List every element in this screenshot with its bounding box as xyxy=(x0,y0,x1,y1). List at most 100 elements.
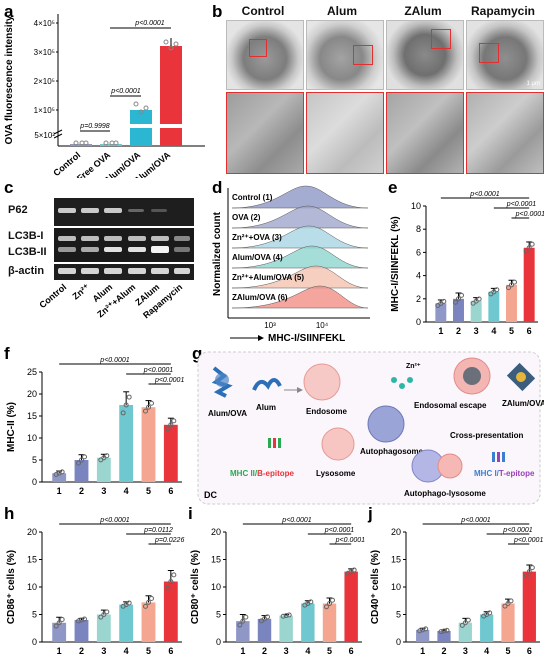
data-point xyxy=(505,601,511,606)
em-zoom-alum xyxy=(306,92,384,174)
panel-label-d: d xyxy=(212,178,223,197)
panel-b-title: ZAlum xyxy=(404,4,442,18)
data-point xyxy=(526,569,532,575)
histogram-row-label: ZAlum/OVA (6) xyxy=(232,293,288,302)
em-image-zalum xyxy=(386,20,464,90)
data-point xyxy=(286,612,292,618)
schematic-label: Lysosome xyxy=(316,469,356,478)
em-zoom-zalum xyxy=(386,92,464,174)
y-tick-label: 15 xyxy=(211,555,221,565)
data-point xyxy=(146,599,151,605)
y-tick-label: 10 xyxy=(211,582,221,592)
dc-label: DC xyxy=(204,490,217,500)
data-point xyxy=(420,627,426,633)
schematic-label: Endosome xyxy=(306,407,347,416)
p-value-label: p<0.0001 xyxy=(469,191,499,198)
schematic-label: Autophagosome xyxy=(360,447,424,456)
data-point xyxy=(438,629,444,635)
blot-strip-lc3b xyxy=(54,228,194,262)
x-tick-label: 4 xyxy=(491,326,496,336)
p-value-label: p<0.0001 xyxy=(506,201,536,208)
bar xyxy=(480,614,494,642)
data-point xyxy=(165,585,171,591)
y-tick-label: 0 xyxy=(216,637,221,647)
data-point xyxy=(506,285,511,291)
p-value-label: p<0.0001 xyxy=(99,357,129,364)
schematic-label: Autophago-lysosome xyxy=(404,489,486,498)
p-value-label: p<0.0001 xyxy=(324,527,354,534)
em-roi-box xyxy=(249,39,267,57)
bar xyxy=(96,457,111,482)
y-tick-label: 10 xyxy=(391,582,401,592)
x-tick-label: 1 xyxy=(57,486,62,496)
data-point xyxy=(502,603,508,609)
data-point xyxy=(476,296,482,302)
y-tick-label: 15 xyxy=(27,411,37,421)
data-point xyxy=(126,394,132,400)
p-value-label: p<0.0001 xyxy=(335,537,365,544)
zalum-ova-icon xyxy=(506,362,536,392)
bar xyxy=(141,407,156,482)
y-tick-label: 10 xyxy=(27,433,37,443)
y-tick-label: 5 xyxy=(216,610,221,620)
data-point xyxy=(459,292,464,298)
y-tick-label: 10 xyxy=(27,582,37,592)
x-tick-label: 6 xyxy=(527,646,532,656)
histogram-peak xyxy=(231,205,369,229)
blot-strip-p62 xyxy=(54,198,194,226)
data-point xyxy=(459,622,465,628)
bar xyxy=(96,614,111,642)
data-point xyxy=(168,579,174,584)
x-tick-label: 6 xyxy=(527,326,532,336)
y-tick-label: 20 xyxy=(27,389,37,399)
panel-label-a: a xyxy=(4,2,14,21)
data-point xyxy=(149,595,154,601)
panel-a-ytick: 5×10² xyxy=(34,131,55,140)
data-point xyxy=(351,567,357,573)
mhc2-label: MHC II/B-epitope xyxy=(230,469,295,478)
bar xyxy=(322,603,337,642)
alum-icon xyxy=(252,378,282,391)
panel-a-ytick: 2×10⁵ xyxy=(34,77,55,86)
mhc2-receptor-icon xyxy=(268,438,281,448)
data-point xyxy=(308,599,314,605)
x-tick-label: 1 xyxy=(420,646,425,656)
y-axis-label: CD86⁺ cells (%) xyxy=(6,550,17,624)
panel-label-i: i xyxy=(188,504,193,523)
y-tick-label: 5 xyxy=(396,610,401,620)
p-value-label: p<0.0001 xyxy=(154,377,184,384)
data-point xyxy=(56,620,62,626)
data-point xyxy=(120,410,126,416)
panel-d-xtick: 10³ xyxy=(264,321,276,330)
panel-a-bar xyxy=(160,46,182,146)
data-point xyxy=(59,616,65,622)
data-point xyxy=(240,618,246,624)
em-roi-box xyxy=(479,43,499,63)
x-tick-label: 5 xyxy=(327,646,332,656)
em-roi-box xyxy=(353,45,373,65)
panel-a-pvalue: p<0.0001 xyxy=(110,88,140,95)
data-point xyxy=(441,628,447,634)
y-axis-label: CD80⁺ cells (%) xyxy=(190,550,201,624)
blot-lane-labels: Control Zn²⁺ Alum Zn²⁺+Alum ZAlum Rapamy… xyxy=(40,282,184,321)
bar xyxy=(522,571,536,642)
bar xyxy=(488,291,500,322)
histogram-peak xyxy=(231,185,369,209)
data-point xyxy=(243,614,249,620)
x-tick-label: 1 xyxy=(240,646,245,656)
x-tick-label: 4 xyxy=(124,486,129,496)
data-point xyxy=(330,597,335,603)
histogram-peak xyxy=(231,225,369,249)
x-tick-label: 6 xyxy=(349,646,354,656)
panel-label-e: e xyxy=(388,178,398,197)
panel-label-f: f xyxy=(4,344,10,363)
data-point xyxy=(324,604,329,610)
data-point xyxy=(104,609,110,615)
histogram-peak xyxy=(231,265,369,289)
bar xyxy=(523,247,535,322)
x-tick-label: 6 xyxy=(168,646,173,656)
bar xyxy=(163,424,178,482)
bar xyxy=(257,618,272,642)
data-point xyxy=(280,613,286,619)
